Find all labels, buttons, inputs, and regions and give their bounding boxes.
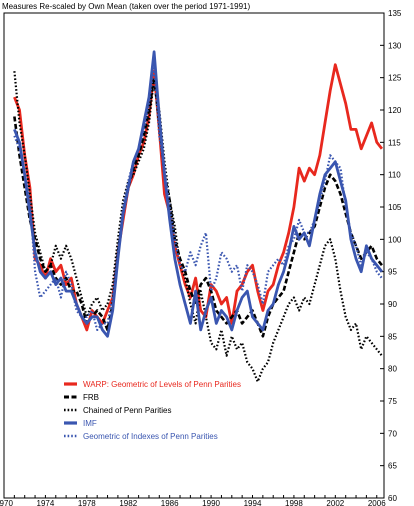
x-tick-label: 1978 (78, 499, 96, 506)
x-tick-label: 1990 (202, 499, 220, 506)
legend-label: WARP: Geometric of Levels of Penn Pariti… (83, 380, 241, 389)
y-tick-label: 120 (388, 106, 402, 115)
plot-area (3, 12, 385, 499)
y-tick-label: 110 (388, 171, 401, 180)
y-tick-label: 80 (388, 365, 397, 374)
x-tick-label: 1982 (119, 499, 137, 506)
series-line-2 (13, 76, 383, 338)
y-tick-label: 130 (388, 41, 402, 50)
legend-label: IMF (83, 419, 97, 428)
legend-label: Geometric of Indexes of Penn Parities (83, 432, 218, 441)
y-tick-label: 75 (388, 397, 397, 406)
y-tick-label: 70 (388, 429, 397, 438)
x-tick-label: 1998 (285, 499, 303, 506)
x-tick-label: 2006 (368, 499, 386, 506)
y-tick-label: 85 (388, 332, 397, 341)
x-tick-label: 1970 (0, 499, 13, 506)
series-line-3 (13, 71, 383, 383)
y-axis: 60 65 70 75 80 85 90 95 100 105 110 115 120 125 130 135 (380, 9, 402, 503)
x-tick-label: 1994 (244, 499, 262, 506)
legend-label: Chained of Penn Parities (83, 406, 172, 415)
y-tick-label: 115 (388, 138, 401, 147)
x-axis: 1970 1974 1978 1982 1986 1990 1994 1998 2002 2006 (0, 495, 386, 506)
y-tick-label: 60 (388, 494, 397, 503)
series-lines (13, 50, 384, 383)
y-tick-label: 125 (388, 74, 402, 83)
y-tick-label: 90 (388, 300, 397, 309)
x-tick-label: 2002 (326, 499, 344, 506)
legend: WARP: Geometric of Levels of Penn Pariti… (64, 380, 241, 441)
y-tick-label: 95 (388, 268, 397, 277)
y-tick-label: 100 (388, 235, 402, 244)
legend-label: FRB (83, 393, 99, 402)
x-tick-label: 1974 (37, 499, 55, 506)
y-tick-label: 65 (388, 462, 397, 471)
y-tick-label: 135 (388, 9, 402, 18)
chart-title: Measures Re-scaled by Own Mean (taken ov… (2, 2, 250, 11)
x-tick-label: 1986 (161, 499, 179, 506)
y-tick-label: 105 (388, 203, 402, 212)
series-line-5 (13, 63, 383, 331)
